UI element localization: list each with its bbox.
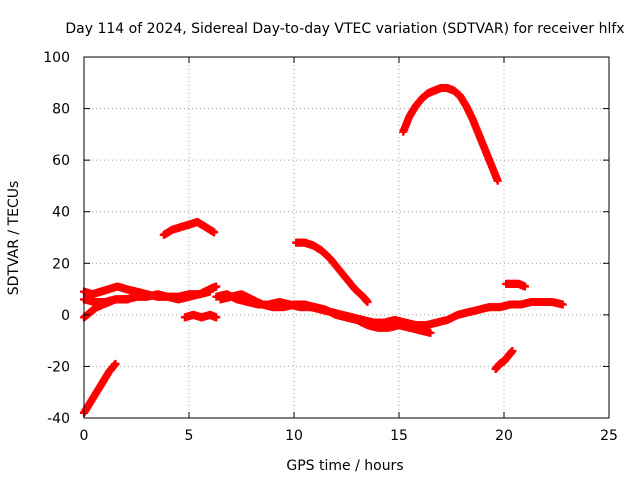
data-point bbox=[493, 176, 502, 185]
data-point bbox=[111, 359, 120, 368]
series-arc-rise-20 bbox=[491, 346, 517, 374]
x-axis-label: GPS time / hours bbox=[286, 458, 403, 474]
data-points bbox=[80, 83, 567, 417]
data-point bbox=[363, 297, 372, 306]
x-tick-label: 0 bbox=[80, 428, 89, 444]
x-tick-label: 10 bbox=[285, 428, 303, 444]
y-tick-label: -40 bbox=[47, 411, 70, 427]
x-tick-label: 15 bbox=[390, 428, 408, 444]
x-tick-label: 5 bbox=[185, 428, 194, 444]
y-axis-label: SDTVAR / TECUs bbox=[6, 181, 22, 296]
y-tick-label: 100 bbox=[43, 50, 70, 66]
data-point bbox=[210, 228, 219, 237]
y-tick-label: -20 bbox=[47, 359, 70, 375]
series-arc-small-mid bbox=[180, 310, 221, 322]
series-arc-band-main-lower bbox=[216, 290, 435, 337]
plot-frame bbox=[83, 56, 610, 419]
data-point bbox=[558, 300, 567, 309]
x-tick-label: 25 bbox=[600, 428, 618, 444]
y-tick-label: 0 bbox=[61, 308, 70, 324]
series-arc-hump-mid bbox=[159, 218, 219, 239]
data-point bbox=[212, 282, 221, 291]
series-arc-decline-10 bbox=[292, 238, 372, 306]
series-arc-band-lower bbox=[80, 287, 214, 306]
axis-ticks: 0 5 10 15 20 25 -40 -20 0 20 40 60 80 100 bbox=[43, 50, 618, 444]
x-tick-label: 20 bbox=[495, 428, 513, 444]
series-arc-peak-high bbox=[399, 83, 502, 185]
series-arc-small-20 bbox=[502, 279, 529, 291]
y-tick-label: 60 bbox=[52, 153, 70, 169]
y-tick-label: 20 bbox=[52, 256, 70, 272]
data-point bbox=[508, 346, 517, 355]
data-point bbox=[206, 287, 214, 296]
data-point bbox=[212, 313, 221, 322]
chart-title: Day 114 of 2024, Sidereal Day-to-day VTE… bbox=[65, 21, 624, 37]
series-arc-rise-early bbox=[80, 359, 120, 417]
data-point bbox=[426, 328, 435, 337]
y-tick-label: 40 bbox=[52, 205, 70, 221]
data-point bbox=[521, 282, 529, 291]
y-tick-label: 80 bbox=[52, 102, 70, 118]
